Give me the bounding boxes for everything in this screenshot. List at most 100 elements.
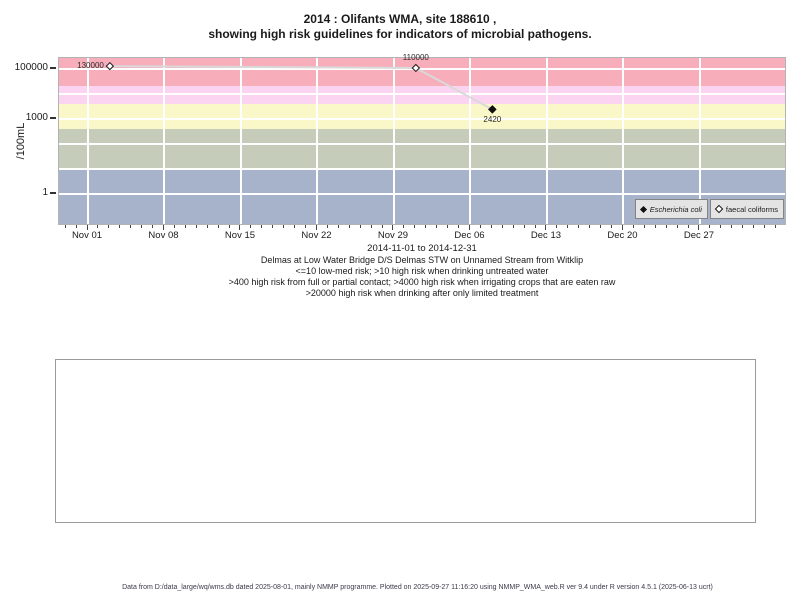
legend-label: faecal coliforms [725, 204, 778, 214]
x-tick-label: Nov 15 [224, 230, 256, 241]
legend-box-faecal-coliforms: faecal coliforms [709, 199, 784, 219]
x-tick-label: Dec 20 [607, 230, 638, 241]
y-axis-title: /100mL [15, 122, 27, 160]
x-minor-tick [534, 225, 536, 228]
open-diamond-marker [105, 61, 115, 71]
x-minor-tick [654, 225, 656, 228]
x-minor-tick [75, 225, 77, 228]
x-minor-tick [108, 225, 110, 228]
x-major-tick [239, 225, 241, 230]
chart-notes: Delmas at Low Water Bridge D/S Delmas ST… [38, 255, 800, 299]
x-minor-tick [742, 225, 744, 228]
y-tick [50, 67, 56, 69]
y-tick-label: 1 [42, 187, 48, 198]
horizontal-gridline [59, 143, 785, 145]
horizontal-gridline [59, 118, 785, 120]
x-minor-tick [173, 225, 175, 228]
filled-diamond-marker [488, 105, 497, 114]
site-description: Delmas at Low Water Bridge D/S Delmas ST… [260, 255, 584, 265]
vertical-gridline [698, 58, 701, 224]
x-minor-tick [458, 225, 460, 228]
x-minor-tick [152, 225, 154, 228]
x-minor-tick [64, 225, 66, 228]
empty-panel [55, 359, 756, 523]
risk-note-2: >400 high risk from full or partial cont… [228, 277, 616, 287]
legend: Escherichia coli faecal coliforms [634, 199, 784, 219]
x-minor-tick [632, 225, 634, 228]
x-minor-tick [337, 225, 339, 228]
x-minor-tick [359, 225, 361, 228]
vertical-gridline [163, 58, 166, 224]
x-minor-tick [665, 225, 667, 228]
x-minor-tick [97, 225, 99, 228]
x-minor-tick [381, 225, 383, 228]
x-minor-tick [326, 225, 328, 228]
data-point-label: 2420 [483, 115, 502, 125]
x-minor-tick [523, 225, 525, 228]
x-minor-tick [425, 225, 427, 228]
x-minor-tick [512, 225, 514, 228]
x-minor-tick [567, 225, 569, 228]
vertical-gridline [87, 58, 89, 224]
legend-box-escherichia-coli: Escherichia coli [634, 199, 708, 219]
x-minor-tick [556, 225, 558, 228]
x-major-tick [621, 225, 623, 230]
x-minor-tick [348, 225, 350, 228]
x-tick-label: Dec 27 [683, 230, 714, 241]
x-minor-tick [774, 225, 776, 228]
footer-text: Data from D:/data_large/wq/wms.db dated … [122, 584, 713, 591]
open-diamond-icon [714, 204, 724, 214]
risk-band [59, 103, 785, 129]
vertical-gridline [392, 58, 395, 224]
x-tick-label: Nov 01 [71, 230, 103, 241]
x-minor-tick [250, 225, 252, 228]
x-minor-tick [709, 225, 711, 228]
vertical-gridline [469, 58, 472, 224]
x-minor-tick [305, 225, 307, 228]
x-major-tick [392, 225, 394, 230]
x-axis-labels: Nov 01 Nov 08 Nov 15 Nov 22 Nov 29 Dec 06 Dec … [58, 230, 786, 242]
x-minor-tick [589, 225, 591, 228]
x-minor-tick [272, 225, 274, 228]
x-major-tick [86, 225, 88, 230]
plot-area: 130000 110000 2420 Escherichia coli faecal… [58, 53, 786, 225]
vertical-gridline [545, 58, 548, 224]
x-tick-label: Dec 13 [530, 230, 562, 241]
x-minor-tick [206, 225, 208, 228]
x-minor-tick [764, 225, 766, 228]
data-point-label: 130000 [77, 61, 104, 71]
x-minor-tick [403, 225, 405, 228]
x-minor-tick [119, 225, 121, 228]
x-minor-tick [753, 225, 755, 228]
x-minor-tick [141, 225, 143, 228]
horizontal-gridline [59, 193, 785, 195]
chart-title: 2014 : Olifants WMA, site 188610 , showi… [0, 12, 800, 42]
x-axis-title: 2014-11-01 to 2014-12-31 [367, 243, 477, 254]
data-point-label: 110000 [402, 52, 429, 62]
x-minor-tick [447, 225, 449, 228]
y-tick-label: 100000 [14, 62, 48, 73]
risk-note-1: <=10 low-med risk; >10 high risk when dr… [295, 266, 549, 276]
vertical-gridline [239, 58, 242, 224]
series-line-faecal-coliforms [109, 65, 493, 111]
risk-band [59, 128, 785, 169]
x-minor-tick [611, 225, 613, 228]
x-tick-label: Nov 29 [377, 230, 409, 241]
x-minor-tick [228, 225, 230, 228]
y-tick [50, 192, 56, 194]
x-major-tick [545, 225, 547, 230]
x-minor-tick [600, 225, 602, 228]
y-tick [50, 117, 56, 119]
x-major-tick [468, 225, 470, 230]
x-minor-tick [294, 225, 296, 228]
x-tick-label: Nov 08 [148, 230, 179, 241]
horizontal-gridline [59, 168, 785, 170]
chart-title-line1: 2014 : Olifants WMA, site 188610 , [303, 12, 497, 26]
x-minor-tick [130, 225, 132, 228]
horizontal-gridline [59, 93, 785, 95]
x-minor-tick [261, 225, 263, 228]
x-tick-label: Dec 06 [454, 230, 485, 241]
x-minor-tick [731, 225, 733, 228]
risk-note-3: >20000 high risk when drinking after onl… [305, 288, 539, 298]
x-minor-tick [370, 225, 372, 228]
